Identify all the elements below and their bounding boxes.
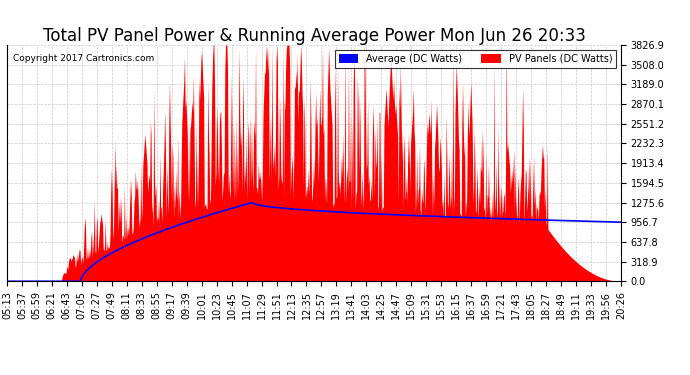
Text: Copyright 2017 Cartronics.com: Copyright 2017 Cartronics.com [13, 54, 155, 63]
Legend: Average (DC Watts), PV Panels (DC Watts): Average (DC Watts), PV Panels (DC Watts) [335, 50, 616, 68]
Title: Total PV Panel Power & Running Average Power Mon Jun 26 20:33: Total PV Panel Power & Running Average P… [43, 27, 585, 45]
